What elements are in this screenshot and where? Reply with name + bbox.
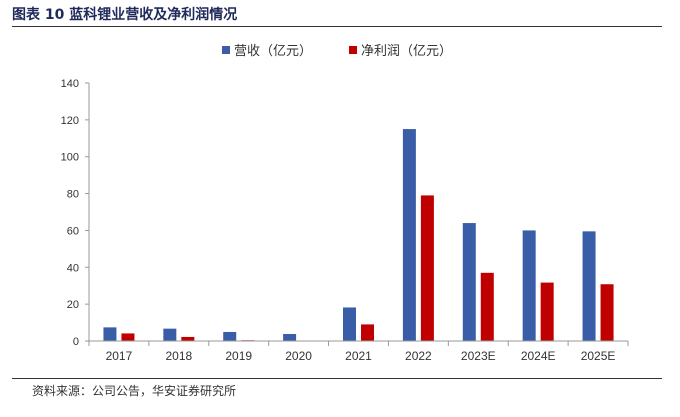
legend-label-2: 净利润（亿元） bbox=[361, 43, 452, 58]
top-rule bbox=[12, 26, 662, 27]
revenue-bar-2019 bbox=[223, 331, 237, 341]
x-tick-label: 2017 bbox=[106, 349, 133, 363]
revenue-bar-2024E bbox=[522, 230, 536, 341]
net-profit-bar-2017 bbox=[121, 333, 135, 341]
revenue-bar-2017 bbox=[103, 327, 117, 341]
y-axis: 0 20 40 60 80 100 120 140 bbox=[61, 78, 90, 348]
figure-label: 图表 10 bbox=[12, 7, 65, 23]
figure-header: 图表 10 蓝科锂业营收及净利润情况 bbox=[12, 4, 237, 24]
y-tick-label: 40 bbox=[67, 262, 79, 274]
net-profit-bar-2018 bbox=[181, 336, 195, 341]
x-tick-label: 2024E bbox=[521, 349, 556, 363]
legend: 营收（亿元） 净利润（亿元） bbox=[222, 43, 452, 58]
revenue-bar-2022 bbox=[402, 129, 416, 341]
bottom-rule bbox=[12, 378, 662, 379]
figure-title: 蓝科锂业营收及净利润情况 bbox=[69, 7, 238, 23]
revenue-bar-2021 bbox=[343, 307, 356, 341]
x-tick-label: 2025E bbox=[581, 349, 616, 363]
net-profit-bar-2022 bbox=[420, 195, 434, 341]
x-tick-label: 2022 bbox=[405, 349, 432, 363]
revenue-bar-2020 bbox=[283, 333, 297, 341]
legend-swatch-1 bbox=[222, 46, 230, 54]
source-note: 资料来源：公司公告，华安证券研究所 bbox=[32, 384, 237, 398]
y-tick-label: 140 bbox=[61, 78, 79, 90]
x-tick-label: 2018 bbox=[165, 349, 192, 363]
net-profit-bar-2024E bbox=[540, 282, 554, 341]
y-tick-label: 60 bbox=[67, 225, 79, 237]
y-tick-label: 0 bbox=[73, 336, 79, 348]
y-tick-label: 80 bbox=[67, 189, 79, 201]
bars bbox=[103, 129, 614, 341]
x-tick-label: 2021 bbox=[345, 349, 372, 363]
net-profit-bar-2025E bbox=[600, 284, 614, 341]
net-profit-bar-2023E bbox=[480, 272, 494, 341]
revenue-bar-2018 bbox=[163, 328, 177, 341]
y-tick-label: 100 bbox=[61, 152, 79, 164]
y-tick-label: 20 bbox=[67, 299, 79, 311]
legend-swatch-2 bbox=[349, 46, 357, 54]
legend-label-1: 营收（亿元） bbox=[234, 43, 312, 58]
x-tick-label: 2020 bbox=[285, 349, 312, 363]
revenue-bar-2025E bbox=[582, 231, 596, 341]
y-tick-label: 120 bbox=[61, 115, 79, 127]
x-tick-label: 2019 bbox=[225, 349, 252, 363]
x-axis: 2017 2018 2019 2020 2021 2022 2023E 2024E 2025E bbox=[88, 340, 629, 363]
revenue-bar-2023E bbox=[462, 223, 476, 341]
net-profit-bar-2021 bbox=[361, 324, 374, 341]
x-tick-label: 2023E bbox=[461, 349, 496, 363]
